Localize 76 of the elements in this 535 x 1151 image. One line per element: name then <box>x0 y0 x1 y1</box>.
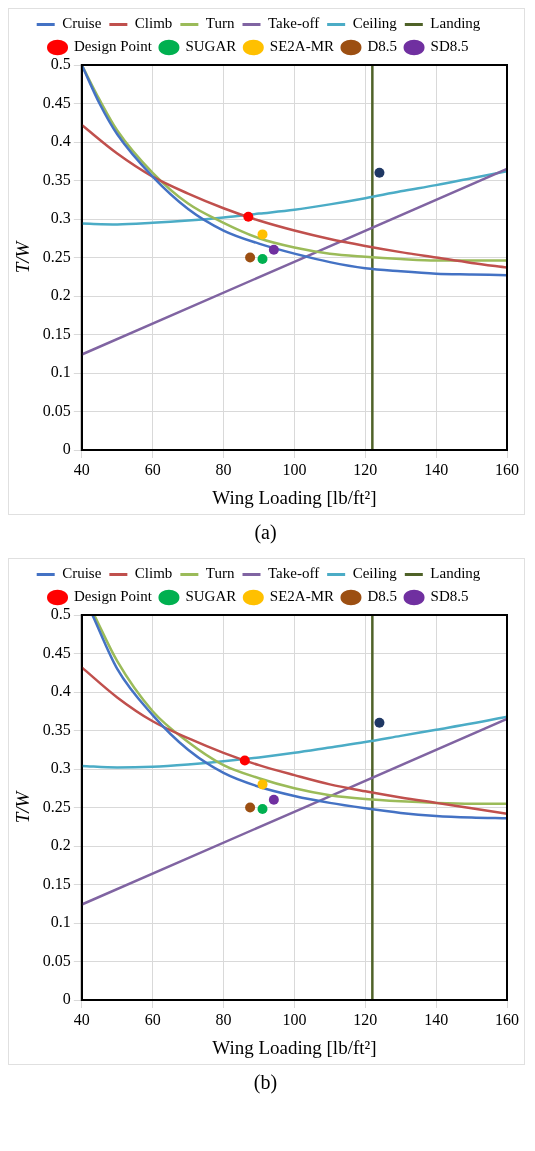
legend-label: D8.5 <box>367 38 398 55</box>
y-tick-label: 0.5 <box>50 55 71 73</box>
x-tick-label: 60 <box>144 460 161 478</box>
legend-label: D8.5 <box>367 588 398 605</box>
legend-label: SE2A-MR <box>269 588 334 605</box>
x-tick-label: 160 <box>495 1010 519 1028</box>
y-tick-label: 0.3 <box>50 759 71 777</box>
legend-label: SD8.5 <box>430 588 469 605</box>
legend-label: Landing <box>430 15 481 32</box>
legend-label: Design Point <box>74 588 153 605</box>
y-tick-label: 0.05 <box>42 401 71 419</box>
y-tick-label: 0.3 <box>50 209 71 227</box>
legend-label: Take-off <box>268 15 320 32</box>
y-tick-label: 0.45 <box>42 93 71 111</box>
legend-label: Landing <box>430 565 481 582</box>
x-axis-title: Wing Loading [lb/ft²] <box>212 1036 377 1058</box>
point <box>268 244 279 255</box>
y-axis-title: T/W <box>12 789 34 824</box>
y-tick-label: 0.1 <box>50 363 71 381</box>
x-tick-label: 140 <box>424 460 449 478</box>
legend-label: Take-off <box>268 565 320 582</box>
legend-label: SUGAR <box>185 38 237 55</box>
legend-label: SUGAR <box>185 588 237 605</box>
y-tick-label: 0 <box>62 990 71 1008</box>
y-tick-label: 0 <box>62 440 71 458</box>
x-tick-label: 40 <box>73 460 90 478</box>
x-tick-label: 80 <box>215 460 232 478</box>
y-tick-label: 0.15 <box>42 874 71 892</box>
y-tick-label: 0.25 <box>42 797 71 815</box>
point <box>245 802 256 813</box>
x-tick-label: 100 <box>282 460 307 478</box>
point <box>245 252 256 263</box>
y-tick-label: 0.45 <box>42 643 71 661</box>
y-tick-label: 0.2 <box>50 836 71 854</box>
y-tick-label: 0.35 <box>42 720 71 738</box>
x-tick-label: 140 <box>424 1010 449 1028</box>
legend-label: Cruise <box>62 565 102 582</box>
x-tick-label: 120 <box>353 460 378 478</box>
y-tick-label: 0.4 <box>50 682 71 700</box>
point <box>374 717 385 728</box>
legend-label: Design Point <box>74 38 153 55</box>
point <box>257 254 268 265</box>
legend-label: SD8.5 <box>430 38 469 55</box>
legend-label: Climb <box>134 15 173 32</box>
point <box>374 167 385 178</box>
legend-label: Ceiling <box>352 15 398 32</box>
y-tick-label: 0.4 <box>50 132 71 150</box>
text: (a) <box>253 521 278 544</box>
y-tick-label: 0.5 <box>50 605 71 623</box>
y-tick-label: 0.1 <box>50 913 71 931</box>
legend-label: Cruise <box>62 15 102 32</box>
x-axis-title: Wing Loading [lb/ft²] <box>212 486 377 508</box>
x-tick-label: 80 <box>215 1010 232 1028</box>
y-tick-label: 0.35 <box>42 170 71 188</box>
x-tick-label: 100 <box>282 1010 307 1028</box>
y-tick-label: 0.25 <box>42 247 71 265</box>
point <box>239 755 250 766</box>
y-tick-label: 0.15 <box>42 324 71 342</box>
legend-label: Turn <box>205 15 235 32</box>
x-tick-label: 60 <box>144 1010 161 1028</box>
y-tick-label: 0.05 <box>42 951 71 969</box>
x-tick-label: 40 <box>73 1010 90 1028</box>
point <box>257 229 268 240</box>
legend-label: Ceiling <box>352 565 398 582</box>
legend-label: Turn <box>205 565 235 582</box>
point <box>257 804 268 815</box>
legend-label: Climb <box>134 565 173 582</box>
legend-label: SE2A-MR <box>269 38 334 55</box>
x-tick-label: 160 <box>495 460 519 478</box>
point <box>268 794 279 805</box>
text: (b) <box>252 1071 279 1094</box>
x-tick-label: 120 <box>353 1010 378 1028</box>
point <box>243 211 254 222</box>
y-axis-title: T/W <box>12 239 34 274</box>
y-tick-label: 0.2 <box>50 286 71 304</box>
point <box>257 779 268 790</box>
